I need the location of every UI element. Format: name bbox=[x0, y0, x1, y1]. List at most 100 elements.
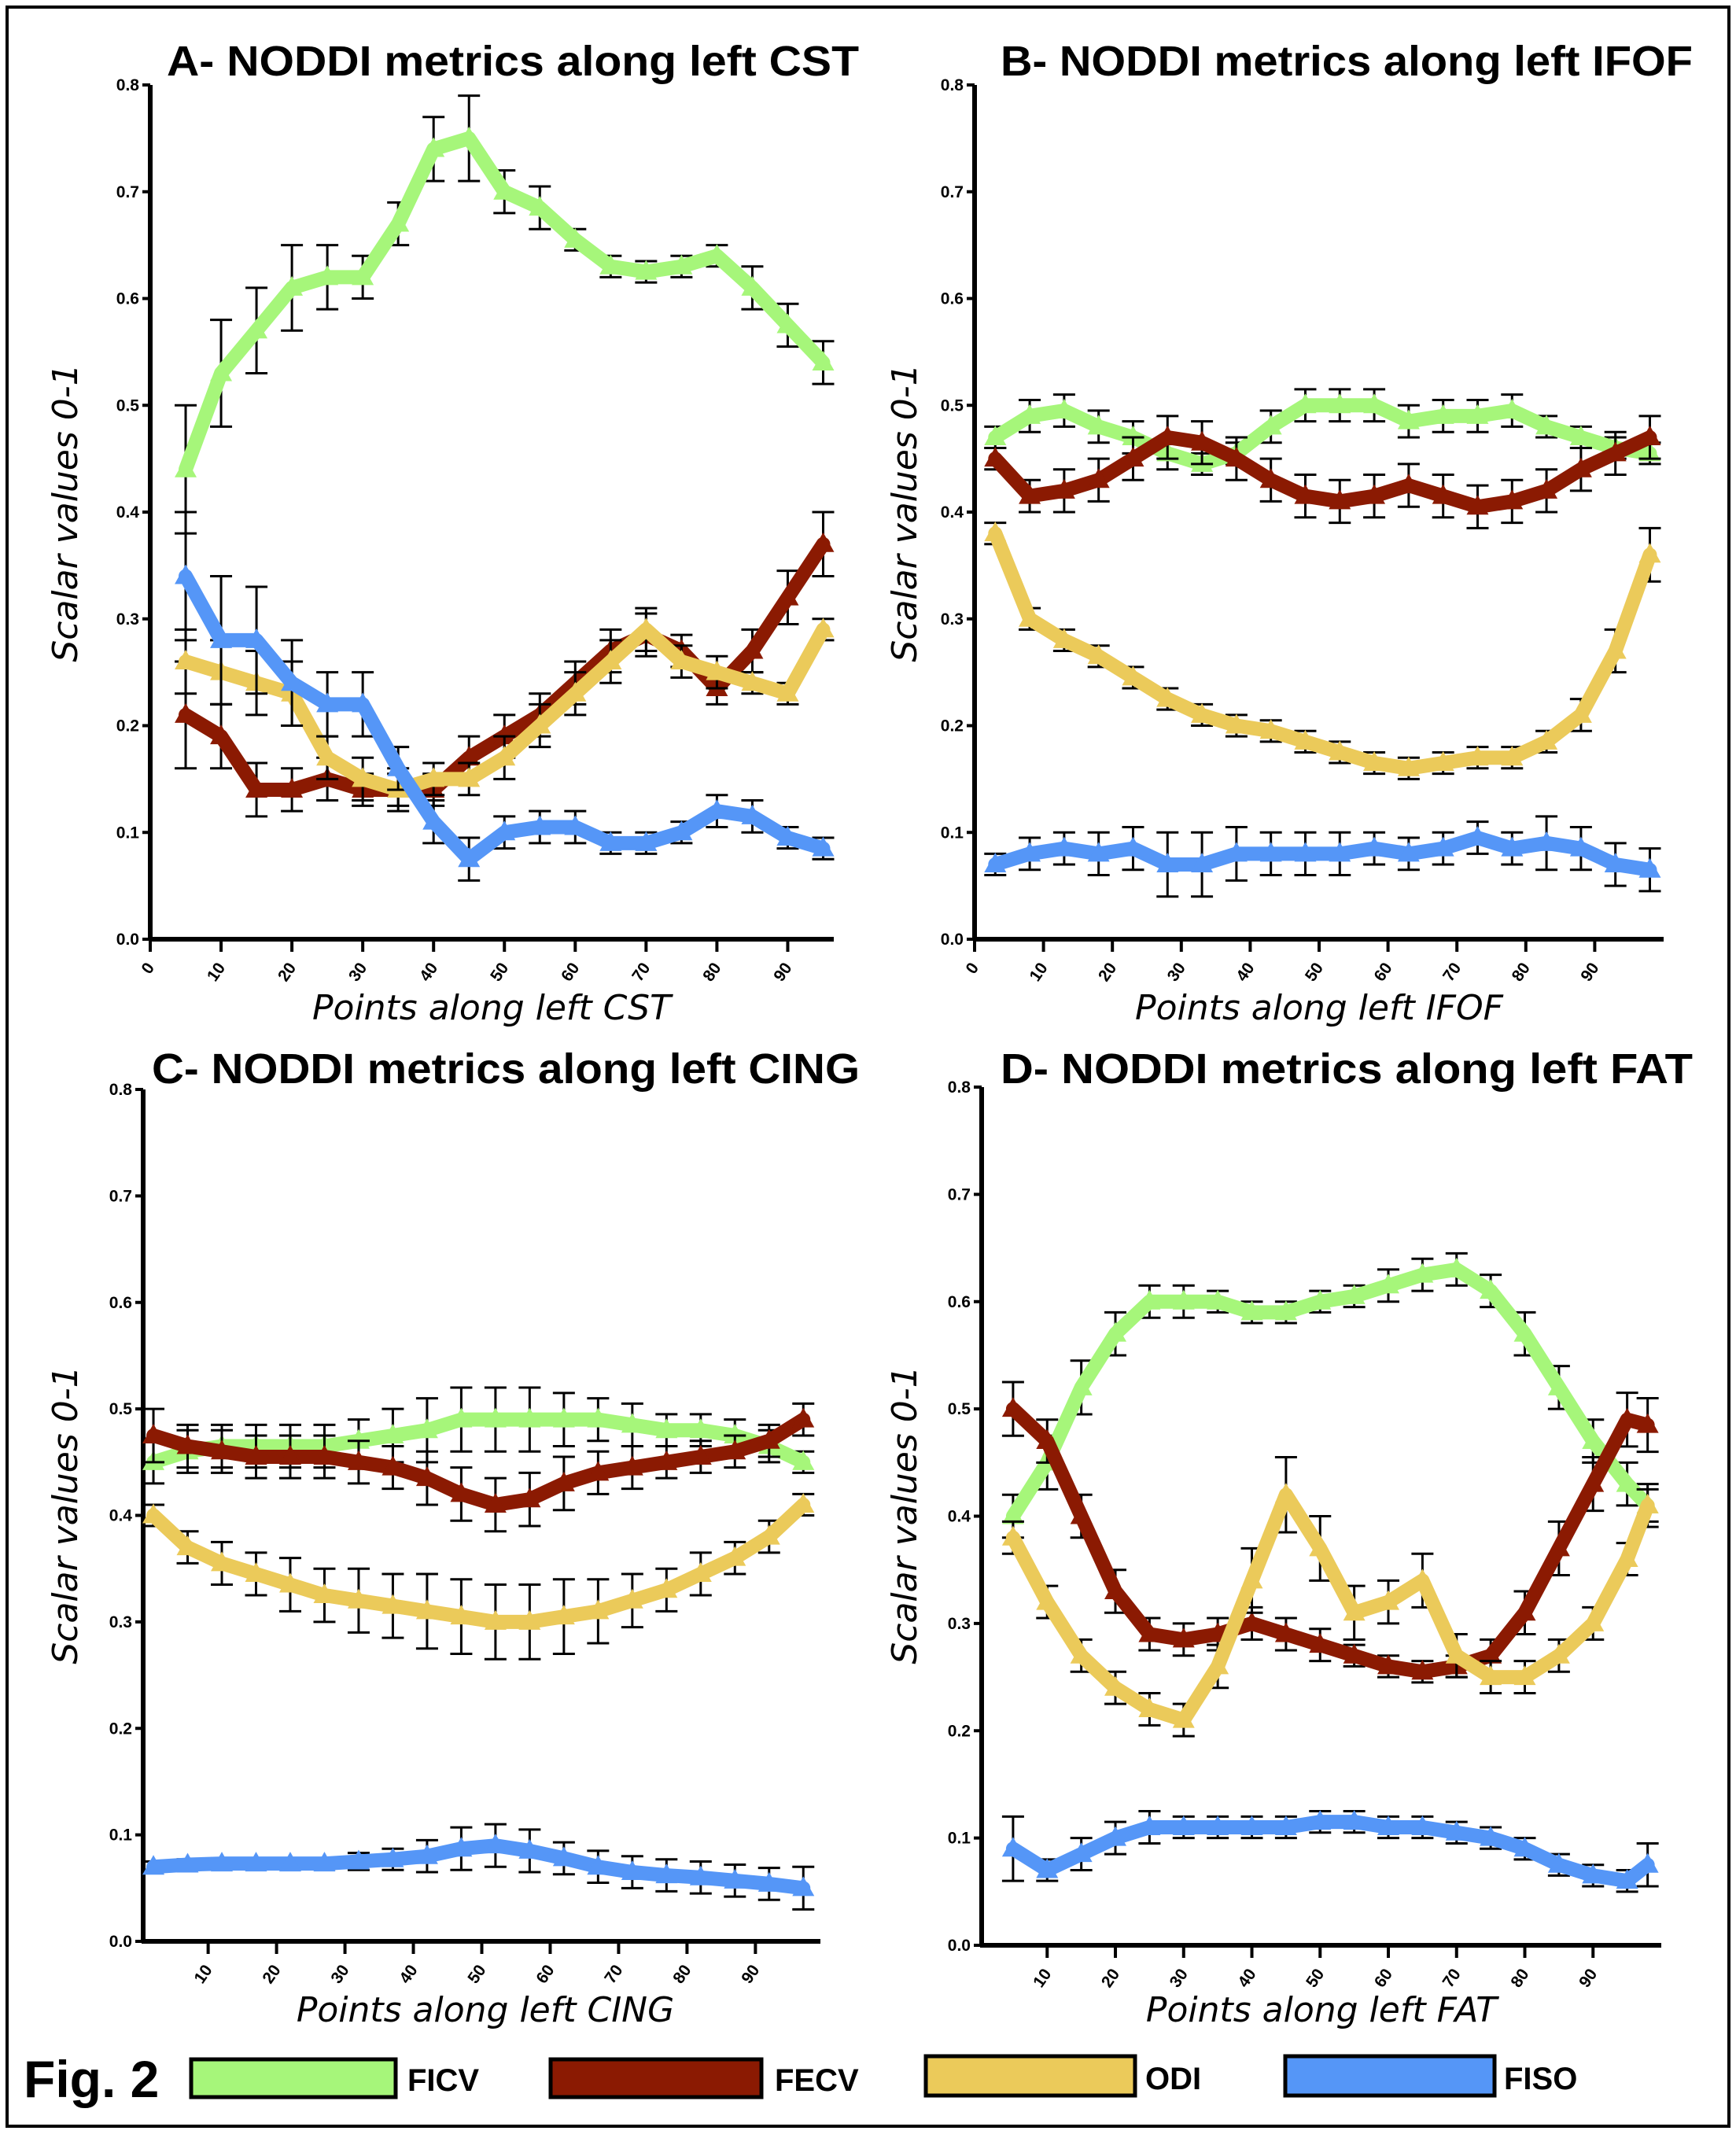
x-tick-label: 50 bbox=[487, 960, 512, 985]
data-point bbox=[316, 692, 339, 713]
data-point bbox=[1377, 1590, 1400, 1610]
data-point bbox=[670, 650, 693, 670]
panel-b: 0.0 0.1 0.2 0.3 0.4 0.5 0.6 0.7 0.8 0 10 20 30 40 50 60… bbox=[941, 76, 1664, 985]
data-point bbox=[450, 1837, 473, 1857]
data-point bbox=[1309, 1536, 1332, 1557]
y-tick-label: 0.7 bbox=[109, 1187, 132, 1205]
x-tick-label: 70 bbox=[628, 960, 654, 985]
data-point bbox=[599, 831, 622, 851]
y-tick-label: 0.7 bbox=[116, 183, 139, 201]
data-point bbox=[1397, 756, 1420, 776]
data-point bbox=[812, 836, 835, 857]
data-point bbox=[689, 1865, 712, 1885]
data-point bbox=[518, 1487, 541, 1508]
data-point bbox=[387, 212, 410, 232]
y-tick-label: 0.4 bbox=[109, 1507, 133, 1525]
data-point bbox=[1480, 1826, 1502, 1846]
data-point bbox=[792, 1450, 815, 1470]
y-tick-label: 0.8 bbox=[941, 76, 964, 94]
data-point bbox=[1466, 826, 1489, 846]
data-point bbox=[1052, 399, 1075, 419]
data-point bbox=[706, 799, 728, 820]
data-point bbox=[1343, 1810, 1366, 1830]
figure-label: Fig. 2 bbox=[24, 2050, 159, 2108]
x-tick-label: 20 bbox=[259, 1962, 284, 1987]
data-point bbox=[564, 681, 587, 702]
data-point bbox=[1616, 1547, 1638, 1568]
series-odi bbox=[984, 522, 1661, 780]
data-point bbox=[1411, 1568, 1434, 1589]
data-point bbox=[1377, 1654, 1400, 1675]
data-point bbox=[1274, 1300, 1297, 1321]
data-point bbox=[792, 1407, 815, 1428]
x-tick-label: 30 bbox=[327, 1962, 352, 1987]
data-point bbox=[1363, 484, 1386, 504]
data-point bbox=[599, 254, 622, 275]
y-tick-label: 0.5 bbox=[941, 396, 964, 415]
data-point bbox=[706, 244, 728, 264]
series-ficv bbox=[984, 388, 1661, 476]
data-point bbox=[381, 1594, 404, 1614]
data-point bbox=[812, 532, 835, 552]
data-point bbox=[1122, 665, 1144, 686]
data-point bbox=[415, 1599, 438, 1620]
data-point bbox=[493, 724, 516, 745]
data-point bbox=[493, 820, 516, 841]
data-point bbox=[1569, 836, 1592, 857]
data-point bbox=[245, 1852, 267, 1872]
data-point bbox=[1104, 1579, 1127, 1599]
data-point bbox=[1122, 447, 1144, 467]
x-tick-label: 60 bbox=[1371, 1966, 1396, 1991]
y-tick-label: 0.0 bbox=[941, 931, 964, 949]
data-point bbox=[450, 1482, 473, 1502]
data-point bbox=[1513, 1837, 1536, 1857]
data-point bbox=[1122, 425, 1144, 445]
data-point bbox=[984, 425, 1007, 445]
data-point bbox=[281, 275, 304, 296]
data-point bbox=[1513, 1665, 1536, 1686]
data-point bbox=[1156, 852, 1179, 872]
data-point bbox=[1259, 719, 1282, 739]
data-point bbox=[1070, 1643, 1093, 1664]
data-point bbox=[564, 227, 587, 248]
data-point bbox=[621, 1455, 643, 1476]
data-point bbox=[984, 447, 1007, 467]
data-point bbox=[1329, 740, 1351, 761]
series-odi bbox=[175, 606, 835, 813]
legend-label-fiso: FISO bbox=[1504, 2062, 1577, 2096]
data-point bbox=[1070, 1504, 1093, 1524]
data-point bbox=[450, 1407, 473, 1428]
panel-c-title: C- NODDI metrics along left CING bbox=[152, 1045, 860, 1093]
data-point bbox=[1274, 1483, 1297, 1503]
data-point bbox=[1172, 1815, 1195, 1835]
data-point bbox=[313, 1445, 336, 1465]
y-tick-label: 0.7 bbox=[948, 1185, 971, 1204]
data-point bbox=[1432, 836, 1454, 857]
data-point bbox=[518, 1609, 541, 1630]
data-point bbox=[245, 1561, 267, 1582]
data-point bbox=[1547, 1536, 1570, 1557]
data-point bbox=[210, 628, 233, 648]
x-tick-label: 70 bbox=[1439, 960, 1465, 985]
data-point bbox=[176, 1852, 199, 1873]
legend-swatch-fecv bbox=[548, 2057, 764, 2099]
data-point bbox=[210, 724, 233, 745]
data-point bbox=[1240, 1611, 1263, 1631]
panel-a-ylabel: Scalar values 0-1 bbox=[46, 363, 86, 662]
data-point bbox=[599, 650, 622, 670]
series-fiso bbox=[1001, 1810, 1659, 1893]
data-point bbox=[529, 713, 551, 734]
data-point bbox=[1616, 1407, 1638, 1428]
data-point bbox=[1411, 1263, 1434, 1283]
legend-label-fecv: FECV bbox=[775, 2063, 859, 2098]
data-point bbox=[176, 1434, 199, 1454]
series-ficv bbox=[175, 94, 835, 535]
data-point bbox=[1432, 484, 1454, 504]
y-tick-label: 0.6 bbox=[941, 290, 964, 308]
data-point bbox=[689, 1561, 712, 1582]
data-point bbox=[175, 564, 197, 584]
y-tick-label: 0.2 bbox=[948, 1722, 971, 1740]
data-point bbox=[635, 831, 658, 851]
data-point bbox=[484, 1834, 507, 1854]
